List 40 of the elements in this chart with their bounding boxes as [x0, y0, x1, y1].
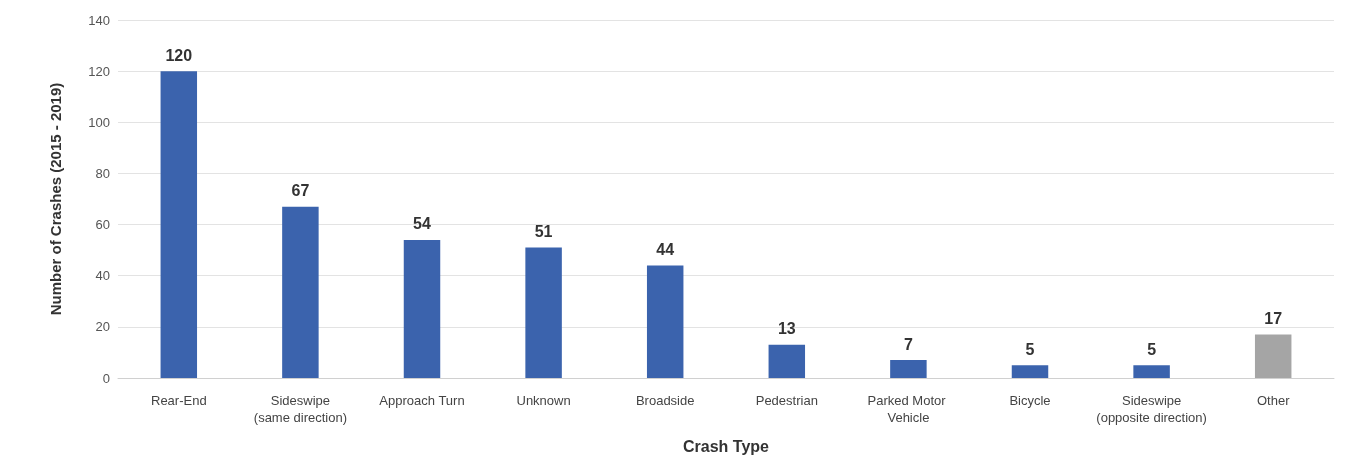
y-tick-label: 120 [88, 63, 110, 79]
bar [1011, 365, 1049, 378]
x-tick-label: Sideswipe (opposite direction) [1096, 393, 1207, 425]
y-tick-label: 40 [95, 268, 110, 284]
bar [890, 360, 927, 378]
data-label: 44 [656, 240, 675, 258]
x-tick-label: Sideswipe (same direction) [253, 393, 347, 425]
data-label: 67 [291, 182, 310, 200]
x-tick-label: Unknown [516, 393, 571, 408]
y-tick-label: 0 [102, 370, 110, 386]
y-tick-label: 20 [95, 319, 110, 335]
x-tick-label: Pedestrian [755, 393, 818, 408]
x-axis-title: Crash Type [683, 437, 770, 455]
y-tick-label: 100 [88, 114, 110, 130]
data-label: 5 [1147, 340, 1157, 358]
data-label: 7 [903, 335, 913, 353]
data-label: 51 [534, 223, 553, 241]
x-tick-label: Parked Motor Vehicle [867, 393, 950, 425]
x-tick-label: Approach Turn [379, 393, 465, 408]
x-tick-label: Other [1256, 393, 1291, 408]
data-label: 17 [1264, 310, 1283, 328]
data-label: 120 [165, 46, 193, 64]
y-axis-title: Number of Crashes (2015 - 2019) [47, 82, 64, 316]
bar [768, 344, 806, 378]
y-tick-label: 140 [88, 12, 110, 28]
data-label: 54 [413, 215, 431, 233]
bar [525, 247, 562, 378]
y-tick-label: 80 [95, 165, 110, 181]
data-label: 5 [1025, 340, 1035, 358]
x-tick-label: Broadside [635, 393, 695, 408]
x-tick-label: Rear-End [150, 393, 207, 408]
bar [1133, 365, 1170, 378]
data-label: 13 [777, 320, 796, 338]
x-tick-label: Bicycle [1009, 393, 1051, 408]
bar [282, 206, 319, 378]
bar [160, 71, 198, 378]
bar [403, 239, 441, 378]
y-tick-label: 60 [95, 217, 110, 233]
bar [646, 265, 684, 378]
bar [1254, 334, 1292, 378]
